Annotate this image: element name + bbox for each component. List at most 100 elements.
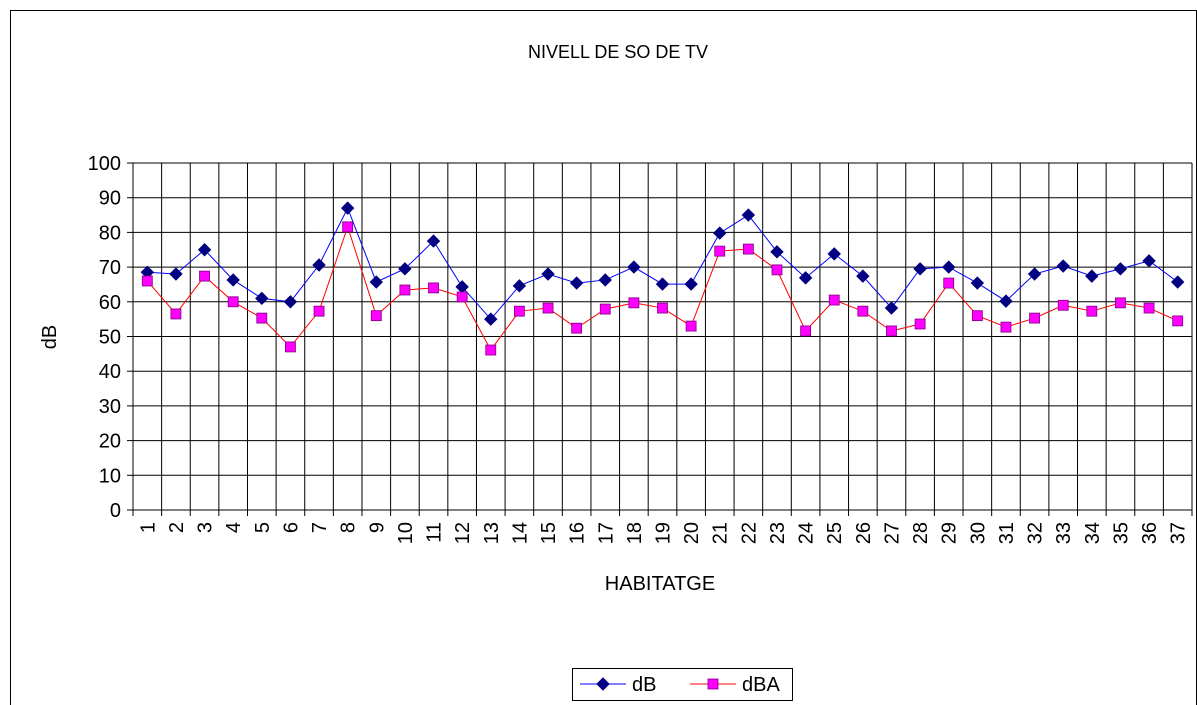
marker: [169, 267, 183, 281]
y-tick-label: 10: [99, 465, 121, 487]
marker: [657, 302, 668, 314]
x-tick-label: 23: [767, 522, 789, 544]
x-tick-label: 28: [910, 522, 932, 544]
marker: [943, 277, 955, 289]
marker: [340, 201, 355, 215]
marker: [1115, 297, 1126, 309]
marker: [628, 297, 640, 309]
marker: [456, 291, 468, 303]
marker: [484, 312, 498, 326]
marker: [707, 678, 719, 690]
marker: [770, 245, 784, 259]
x-tick-label: 10: [395, 522, 417, 544]
marker: [942, 260, 956, 274]
x-tick-label: 4: [223, 522, 245, 533]
y-tick-label: 80: [99, 222, 121, 244]
marker: [312, 258, 326, 272]
y-tick-label: 20: [99, 431, 121, 453]
marker: [170, 308, 182, 320]
marker: [370, 310, 382, 322]
marker: [313, 305, 325, 317]
marker: [1027, 267, 1042, 281]
x-tick-label: 11: [424, 522, 446, 543]
marker: [1172, 315, 1184, 327]
y-tick-label: 40: [99, 361, 121, 383]
x-axis-label: HABITATGE: [605, 573, 715, 595]
marker: [599, 303, 611, 315]
marker: [856, 269, 870, 283]
x-tick-label: 14: [509, 522, 531, 544]
x-tick-label: 15: [538, 522, 560, 544]
marker: [1085, 269, 1099, 283]
marker: [485, 344, 497, 356]
x-tick-label: 9: [366, 522, 388, 533]
marker: [541, 267, 555, 281]
marker: [542, 302, 554, 314]
x-tick-label: 31: [996, 522, 1018, 544]
x-tick-label: 29: [939, 522, 961, 544]
marker: [798, 271, 813, 285]
marker: [800, 325, 812, 337]
marker: [1029, 312, 1040, 324]
marker: [970, 276, 985, 290]
y-tick-label: 90: [99, 188, 121, 210]
marker: [226, 273, 240, 287]
marker: [857, 305, 869, 317]
marker: [569, 276, 584, 290]
chart-border: [10, 10, 1197, 705]
marker: [741, 208, 756, 222]
marker: [398, 262, 412, 276]
y-tick-label: 100: [88, 153, 121, 175]
marker: [426, 234, 441, 248]
legend-label: dBA: [742, 674, 780, 696]
marker: [256, 312, 268, 324]
series-line: [147, 206, 1178, 320]
x-tick-label: 12: [452, 522, 474, 544]
marker: [428, 282, 439, 294]
x-tick-label: 27: [881, 522, 903, 544]
marker: [627, 260, 641, 274]
x-tick-label: 36: [1139, 522, 1161, 544]
x-tick-label: 20: [681, 522, 703, 544]
marker: [886, 325, 897, 337]
x-tick-label: 7: [309, 522, 331, 533]
marker: [884, 301, 899, 315]
marker: [598, 273, 612, 287]
marker: [1056, 259, 1070, 273]
marker: [513, 305, 525, 317]
marker: [1142, 254, 1156, 268]
marker: [914, 318, 926, 330]
marker: [283, 295, 298, 309]
y-tick-label: 30: [99, 396, 121, 418]
x-tick-label: 16: [567, 522, 589, 544]
marker: [913, 262, 927, 276]
marker: [999, 294, 1013, 308]
y-tick-label: 70: [99, 257, 121, 279]
x-tick-label: 19: [653, 522, 675, 544]
x-tick-label: 5: [252, 522, 274, 533]
x-tick-label: 24: [796, 522, 818, 544]
marker: [684, 277, 698, 291]
x-tick-label: 34: [1082, 522, 1104, 544]
x-tick-label: 13: [481, 522, 503, 544]
marker: [1057, 299, 1069, 311]
x-tick-label: 6: [280, 522, 302, 533]
marker: [714, 245, 726, 257]
y-tick-label: 50: [99, 327, 121, 349]
marker: [828, 294, 840, 306]
marker: [399, 284, 411, 296]
x-tick-label: 21: [710, 522, 732, 544]
marker: [655, 277, 670, 291]
marker: [199, 270, 210, 282]
marker: [141, 275, 153, 287]
marker: [596, 677, 610, 691]
marker: [571, 322, 583, 334]
marker: [1170, 275, 1185, 289]
marker: [1113, 262, 1128, 276]
marker: [1000, 321, 1012, 333]
marker: [713, 226, 727, 240]
y-tick-label: 60: [99, 292, 121, 314]
x-tick-label: 25: [824, 522, 846, 544]
